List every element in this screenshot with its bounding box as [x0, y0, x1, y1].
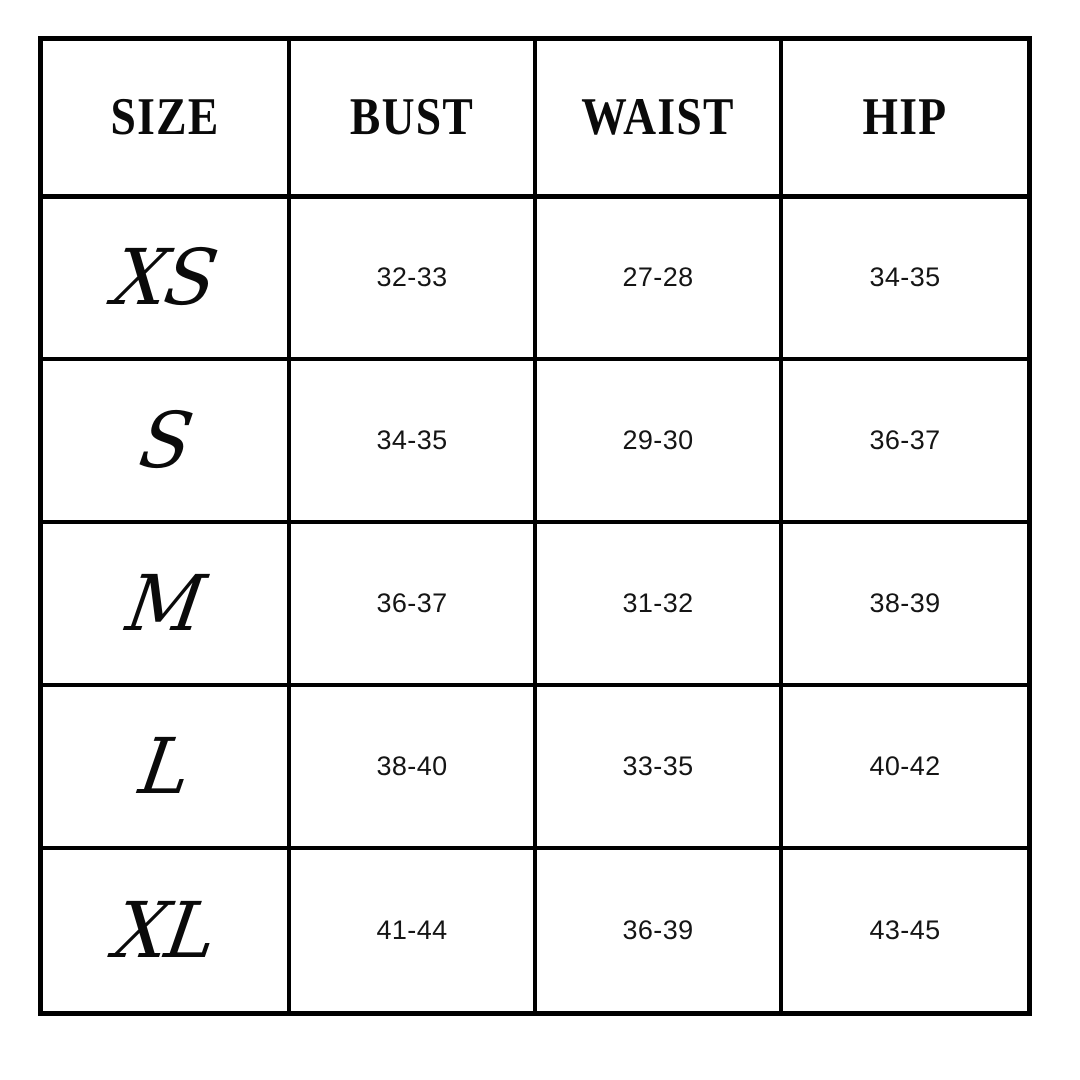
column-header-waist-label: WAIST [581, 87, 735, 146]
column-header-waist: WAIST [535, 41, 783, 199]
cell-size: XS [43, 196, 291, 361]
table-row: M 36-37 31-32 38-39 [43, 522, 1027, 687]
size-chart-table: SIZE BUST WAIST HIP XS 32-33 [38, 36, 1032, 1016]
table-body: XS 32-33 27-28 34-35 S 34-35 [43, 196, 1027, 1011]
hip-value: 36-37 [869, 425, 941, 455]
table-row: S 34-35 29-30 36-37 [43, 359, 1027, 524]
cell-waist: 29-30 [535, 359, 783, 524]
column-header-size: SIZE [43, 41, 291, 199]
cell-hip: 34-35 [781, 196, 1027, 361]
cell-hip: 43-45 [781, 848, 1027, 1011]
waist-value: 36-39 [622, 915, 694, 945]
cell-waist: 31-32 [535, 522, 783, 687]
waist-value: 33-35 [622, 751, 694, 781]
cell-bust: 36-37 [289, 522, 537, 687]
cell-size: XL [43, 848, 291, 1011]
cell-bust: 32-33 [289, 196, 537, 361]
cell-bust: 34-35 [289, 359, 537, 524]
waist-value: 29-30 [622, 425, 694, 455]
waist-value: 31-32 [622, 588, 694, 618]
size-label: M [121, 558, 209, 649]
cell-bust: 41-44 [289, 848, 537, 1011]
hip-value: 38-39 [869, 588, 941, 618]
hip-value: 34-35 [869, 262, 941, 293]
cell-size: M [43, 522, 291, 687]
column-header-hip: HIP [781, 41, 1027, 199]
bust-value: 41-44 [376, 915, 448, 945]
hip-value: 40-42 [869, 751, 941, 781]
column-header-size-label: SIZE [110, 87, 220, 146]
table-row: XS 32-33 27-28 34-35 [43, 196, 1027, 361]
size-label: S [133, 395, 197, 486]
cell-bust: 38-40 [289, 685, 537, 850]
cell-hip: 36-37 [781, 359, 1027, 524]
column-header-bust: BUST [289, 41, 537, 199]
size-label: XL [108, 885, 221, 976]
measurements-table: SIZE BUST WAIST HIP XS 32-33 [43, 41, 1027, 1011]
header-row: SIZE BUST WAIST HIP [43, 41, 1027, 199]
column-header-hip-label: HIP [862, 87, 948, 146]
cell-hip: 40-42 [781, 685, 1027, 850]
size-label: L [134, 721, 196, 812]
table-header: SIZE BUST WAIST HIP [43, 41, 1027, 199]
cell-size: L [43, 685, 291, 850]
waist-value: 27-28 [622, 262, 694, 293]
bust-value: 36-37 [376, 588, 448, 618]
cell-waist: 33-35 [535, 685, 783, 850]
hip-value: 43-45 [869, 915, 941, 945]
bust-value: 32-33 [376, 262, 448, 293]
column-header-bust-label: BUST [349, 87, 475, 146]
size-label: XS [108, 233, 222, 323]
cell-waist: 27-28 [535, 196, 783, 361]
table-row: XL 41-44 36-39 43-45 [43, 848, 1027, 1011]
cell-waist: 36-39 [535, 848, 783, 1011]
bust-value: 34-35 [376, 425, 448, 455]
table-row: L 38-40 33-35 40-42 [43, 685, 1027, 850]
bust-value: 38-40 [376, 751, 448, 781]
cell-size: S [43, 359, 291, 524]
cell-hip: 38-39 [781, 522, 1027, 687]
